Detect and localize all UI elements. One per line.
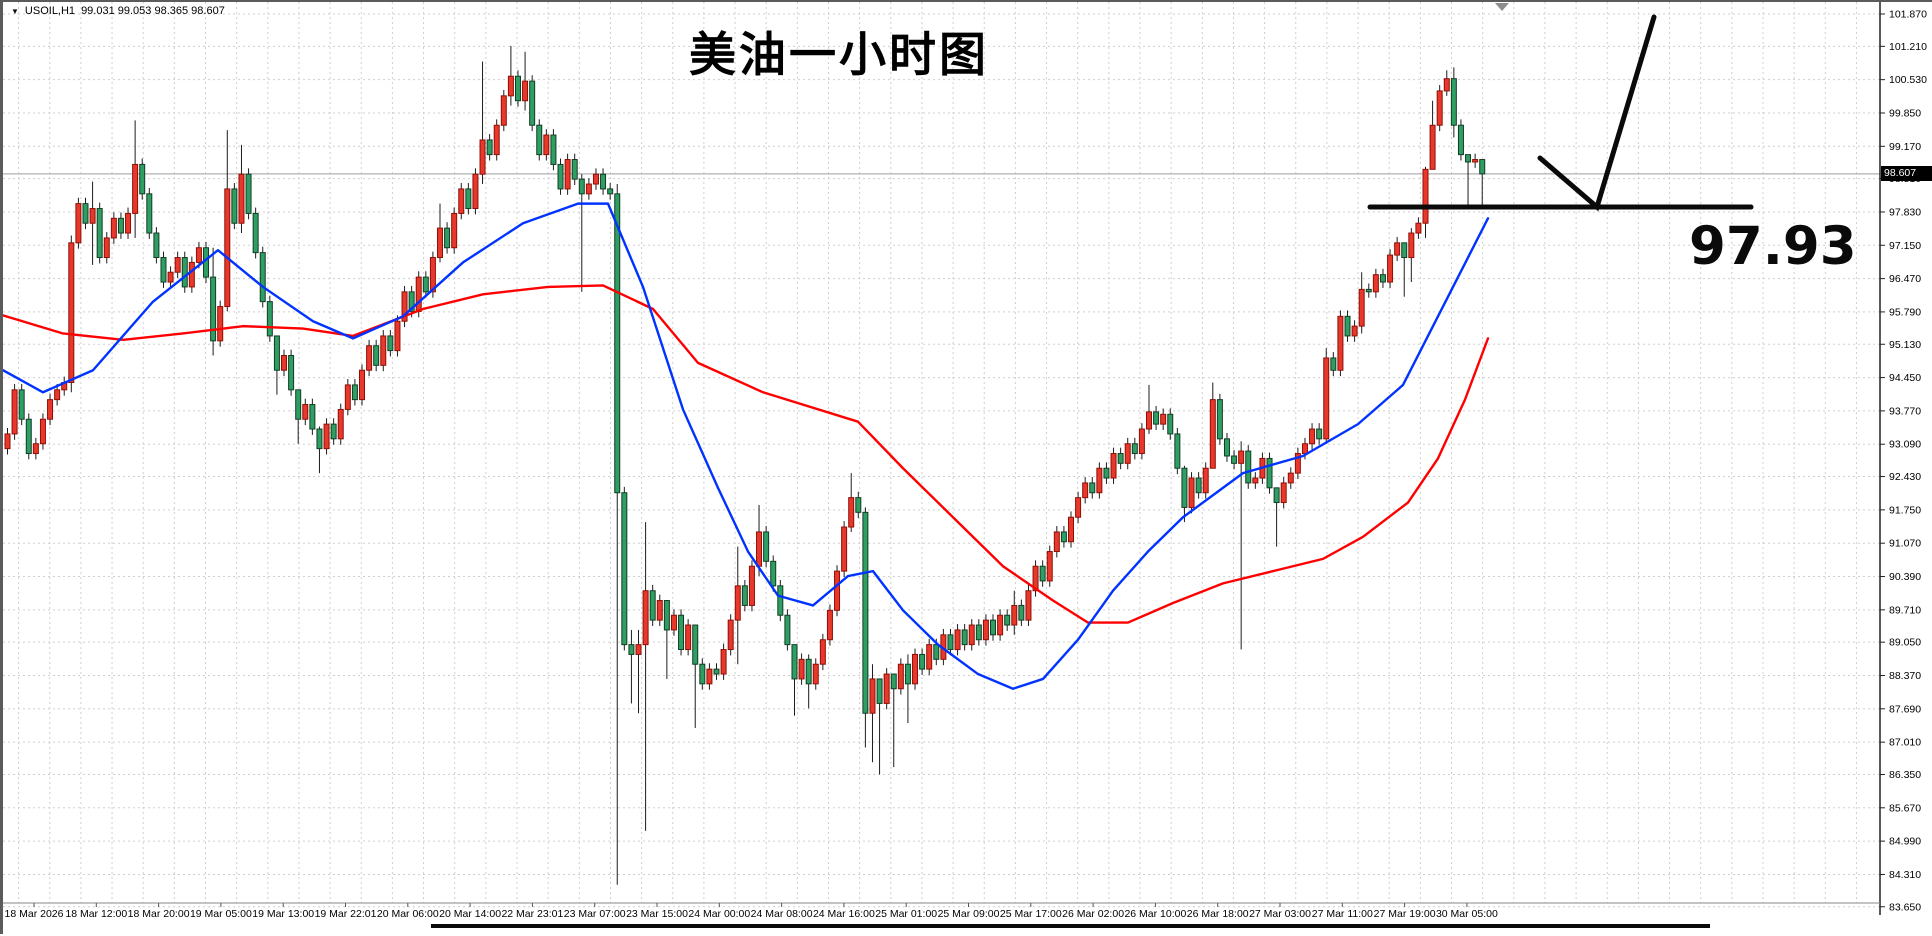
- svg-text:96.470: 96.470: [1889, 273, 1921, 285]
- svg-text:84.990: 84.990: [1889, 836, 1921, 848]
- svg-text:95.130: 95.130: [1889, 339, 1921, 351]
- svg-text:85.670: 85.670: [1889, 802, 1921, 814]
- svg-text:100.530: 100.530: [1889, 74, 1927, 86]
- svg-text:18 Mar 20:00: 18 Mar 20:00: [128, 908, 190, 920]
- svg-text:26 Mar 18:00: 26 Mar 18:00: [1187, 908, 1249, 920]
- svg-text:93.770: 93.770: [1889, 405, 1921, 417]
- svg-text:25 Mar 09:00: 25 Mar 09:00: [938, 908, 1000, 920]
- svg-text:97.150: 97.150: [1889, 240, 1921, 252]
- svg-text:24 Mar 08:00: 24 Mar 08:00: [751, 908, 813, 920]
- page-title: 美油一小时图: [689, 28, 989, 83]
- svg-text:19 Mar 22:01: 19 Mar 22:01: [315, 908, 377, 920]
- svg-text:18 Mar 2026: 18 Mar 2026: [5, 908, 64, 920]
- svg-text:20 Mar 06:00: 20 Mar 06:00: [377, 908, 439, 920]
- svg-text:26 Mar 02:00: 26 Mar 02:00: [1062, 908, 1124, 920]
- svg-text:92.430: 92.430: [1889, 471, 1921, 483]
- svg-text:19 Mar 13:00: 19 Mar 13:00: [252, 908, 314, 920]
- svg-text:99.850: 99.850: [1889, 107, 1921, 119]
- hand-drawn-annotations[interactable]: [431, 14, 1754, 928]
- svg-text:27 Mar 03:00: 27 Mar 03:00: [1249, 908, 1311, 920]
- svg-text:101.870: 101.870: [1889, 9, 1927, 21]
- svg-text:87.690: 87.690: [1889, 703, 1921, 715]
- svg-text:91.070: 91.070: [1889, 538, 1921, 550]
- svg-text:23 Mar 07:00: 23 Mar 07:00: [564, 908, 626, 920]
- svg-text:23 Mar 15:00: 23 Mar 15:00: [626, 908, 688, 920]
- svg-text:89.050: 89.050: [1889, 637, 1921, 649]
- svg-text:26 Mar 10:00: 26 Mar 10:00: [1124, 908, 1186, 920]
- svg-text:83.650: 83.650: [1889, 901, 1921, 913]
- chart-shift-marker-icon[interactable]: [1495, 3, 1509, 11]
- svg-text:27 Mar 19:00: 27 Mar 19:00: [1374, 908, 1436, 920]
- ma-line-blue: [3, 202, 1490, 690]
- svg-text:30 Mar 05:00: 30 Mar 05:00: [1436, 908, 1498, 920]
- grid-lines: [3, 2, 1880, 908]
- checkmark-arrow: [1537, 14, 1657, 212]
- current-price-badge: 98.607: [1881, 166, 1932, 181]
- svg-text:25 Mar 01:00: 25 Mar 01:00: [875, 908, 937, 920]
- annotation-price-label: 97.93: [1689, 216, 1857, 277]
- svg-text:27 Mar 11:00: 27 Mar 11:00: [1312, 908, 1373, 920]
- svg-text:84.310: 84.310: [1889, 869, 1921, 881]
- svg-text:101.210: 101.210: [1889, 41, 1927, 53]
- svg-text:22 Mar 23:01: 22 Mar 23:01: [501, 908, 563, 920]
- svg-text:97.830: 97.830: [1889, 206, 1921, 218]
- time-axis[interactable]: 18 Mar 2026 18 Mar 12:00 18 Mar 20:00 19 Ma…: [3, 902, 1880, 920]
- svg-text:24 Mar 00:00: 24 Mar 00:00: [688, 908, 750, 920]
- quote-strip: 99.031 99.053 98.365 98.607: [81, 5, 225, 17]
- svg-text:99.170: 99.170: [1889, 141, 1921, 153]
- symbol-bar[interactable]: ▼ USOIL,H1 99.031 99.053 98.365 98.607: [11, 5, 225, 17]
- svg-text:93.090: 93.090: [1889, 439, 1921, 451]
- svg-text:90.390: 90.390: [1889, 571, 1921, 583]
- svg-text:86.350: 86.350: [1889, 769, 1921, 781]
- svg-text:94.450: 94.450: [1889, 372, 1921, 384]
- price-axis[interactable]: 101.870101.210100.53099.85099.17098.5109…: [1879, 2, 1927, 915]
- chart-canvas[interactable]: 101.870101.210100.53099.85099.17098.5109…: [3, 2, 1932, 936]
- svg-text:89.710: 89.710: [1889, 604, 1921, 616]
- symbol-label: USOIL,H1: [24, 5, 76, 17]
- svg-text:24 Mar 16:00: 24 Mar 16:00: [813, 908, 875, 920]
- svg-text:88.370: 88.370: [1889, 670, 1921, 682]
- ma-line-red: [3, 284, 1490, 624]
- symbol-dropdown-icon[interactable]: ▼: [11, 6, 19, 16]
- candlesticks: [4, 45, 1486, 885]
- svg-text:87.010: 87.010: [1889, 737, 1921, 749]
- svg-text:91.750: 91.750: [1889, 504, 1921, 516]
- svg-text:20 Mar 14:00: 20 Mar 14:00: [439, 908, 501, 920]
- svg-text:25 Mar 17:00: 25 Mar 17:00: [1000, 908, 1062, 920]
- svg-text:19 Mar 05:00: 19 Mar 05:00: [190, 908, 252, 920]
- svg-text:18 Mar 12:00: 18 Mar 12:00: [65, 908, 127, 920]
- svg-text:95.790: 95.790: [1889, 306, 1921, 318]
